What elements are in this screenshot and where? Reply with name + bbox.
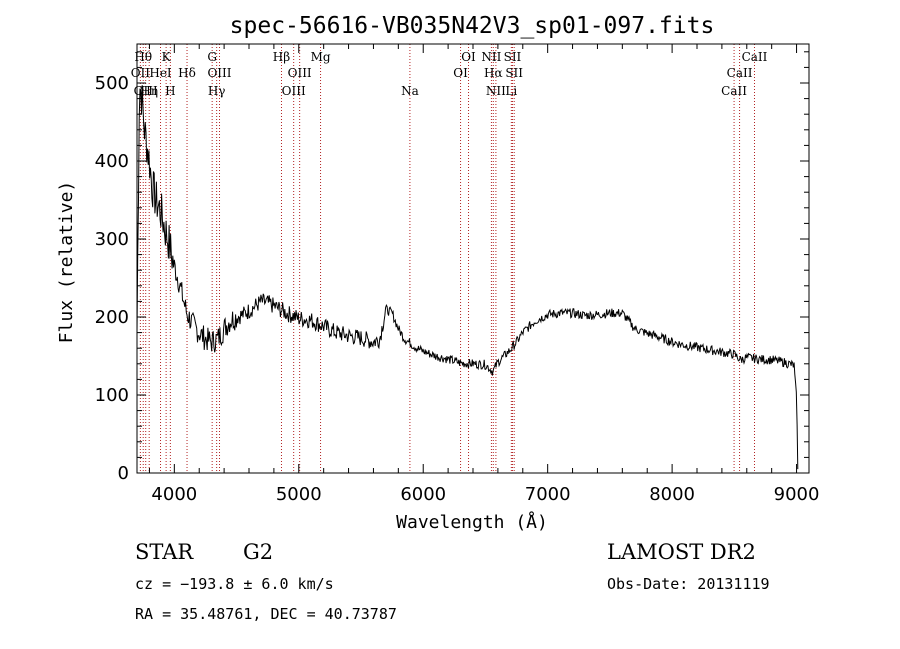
coordinates: RA = 35.48761, DEC = 40.73787 <box>135 605 397 623</box>
x-tick-label: 4000 <box>151 484 197 505</box>
spectrum-line <box>136 85 799 470</box>
emission-line-label: Hη <box>140 84 158 98</box>
emission-line-label: NII <box>486 84 506 98</box>
emission-line-label: OIII <box>288 66 312 80</box>
emission-line-label: CaII <box>727 66 753 80</box>
survey-name: LAMOST DR2 <box>607 540 756 564</box>
emission-line-label: OI <box>453 66 468 80</box>
emission-line-label: Mg <box>311 50 331 64</box>
emission-line-label: Hθ <box>134 50 152 64</box>
y-tick-label: 200 <box>95 307 129 328</box>
y-axis-ticks: 0 100 200 300 400 500 <box>95 51 809 484</box>
emission-line-label: NII <box>481 50 501 64</box>
emission-line-markers <box>139 44 755 473</box>
x-tick-label: 7000 <box>525 484 571 505</box>
emission-line-label: Hδ <box>178 66 196 80</box>
x-axis-ticks: 4000 5000 6000 7000 8000 9000 <box>148 44 820 505</box>
y-tick-label: 500 <box>95 73 129 94</box>
emission-line-label: OI <box>461 50 476 64</box>
y-tick-label: 300 <box>95 229 129 250</box>
emission-line-label: OIII <box>282 84 306 98</box>
observation-date: Obs-Date: 20131119 <box>607 575 770 593</box>
emission-line-label: G <box>207 50 217 64</box>
emission-line-label: HeI <box>149 66 172 80</box>
emission-line-label: Na <box>401 84 419 98</box>
y-tick-label: 100 <box>95 385 129 406</box>
x-tick-label: 6000 <box>400 484 446 505</box>
y-tick-label: 400 <box>95 151 129 172</box>
emission-line-label: SII <box>504 50 522 64</box>
emission-line-label: Hα <box>484 66 503 80</box>
object-subclass: G2 <box>243 540 274 564</box>
emission-line-labels: OIIHθOIIIHηHeIKHHδGHγOIIIHβOIIIOIIIMgNaO… <box>131 50 768 98</box>
emission-line-label: Li <box>505 84 517 98</box>
x-tick-label: 9000 <box>774 484 820 505</box>
emission-line-label: H <box>165 84 175 98</box>
plot-frame <box>136 43 810 474</box>
x-axis-label: Wavelength (Å) <box>396 511 548 533</box>
x-tick-label: 5000 <box>276 484 322 505</box>
chart-title: spec-56616-VB035N42V3_sp01-097.fits <box>230 13 715 39</box>
object-class: STAR <box>135 540 194 564</box>
y-tick-label: 0 <box>118 463 129 484</box>
emission-line-label: Hβ <box>273 50 290 64</box>
x-tick-label: 8000 <box>649 484 695 505</box>
emission-line-label: CaII <box>742 50 768 64</box>
emission-line-label: OII <box>131 66 151 80</box>
emission-line-label: K <box>162 50 172 64</box>
y-axis-label: Flux (relative) <box>56 181 77 344</box>
redshift-velocity: cz = −193.8 ± 6.0 km/s <box>135 575 334 593</box>
emission-line-label: OIII <box>207 66 231 80</box>
emission-line-label: Hγ <box>208 84 226 98</box>
emission-line-label: CaII <box>721 84 747 98</box>
emission-line-label: SII <box>505 66 523 80</box>
